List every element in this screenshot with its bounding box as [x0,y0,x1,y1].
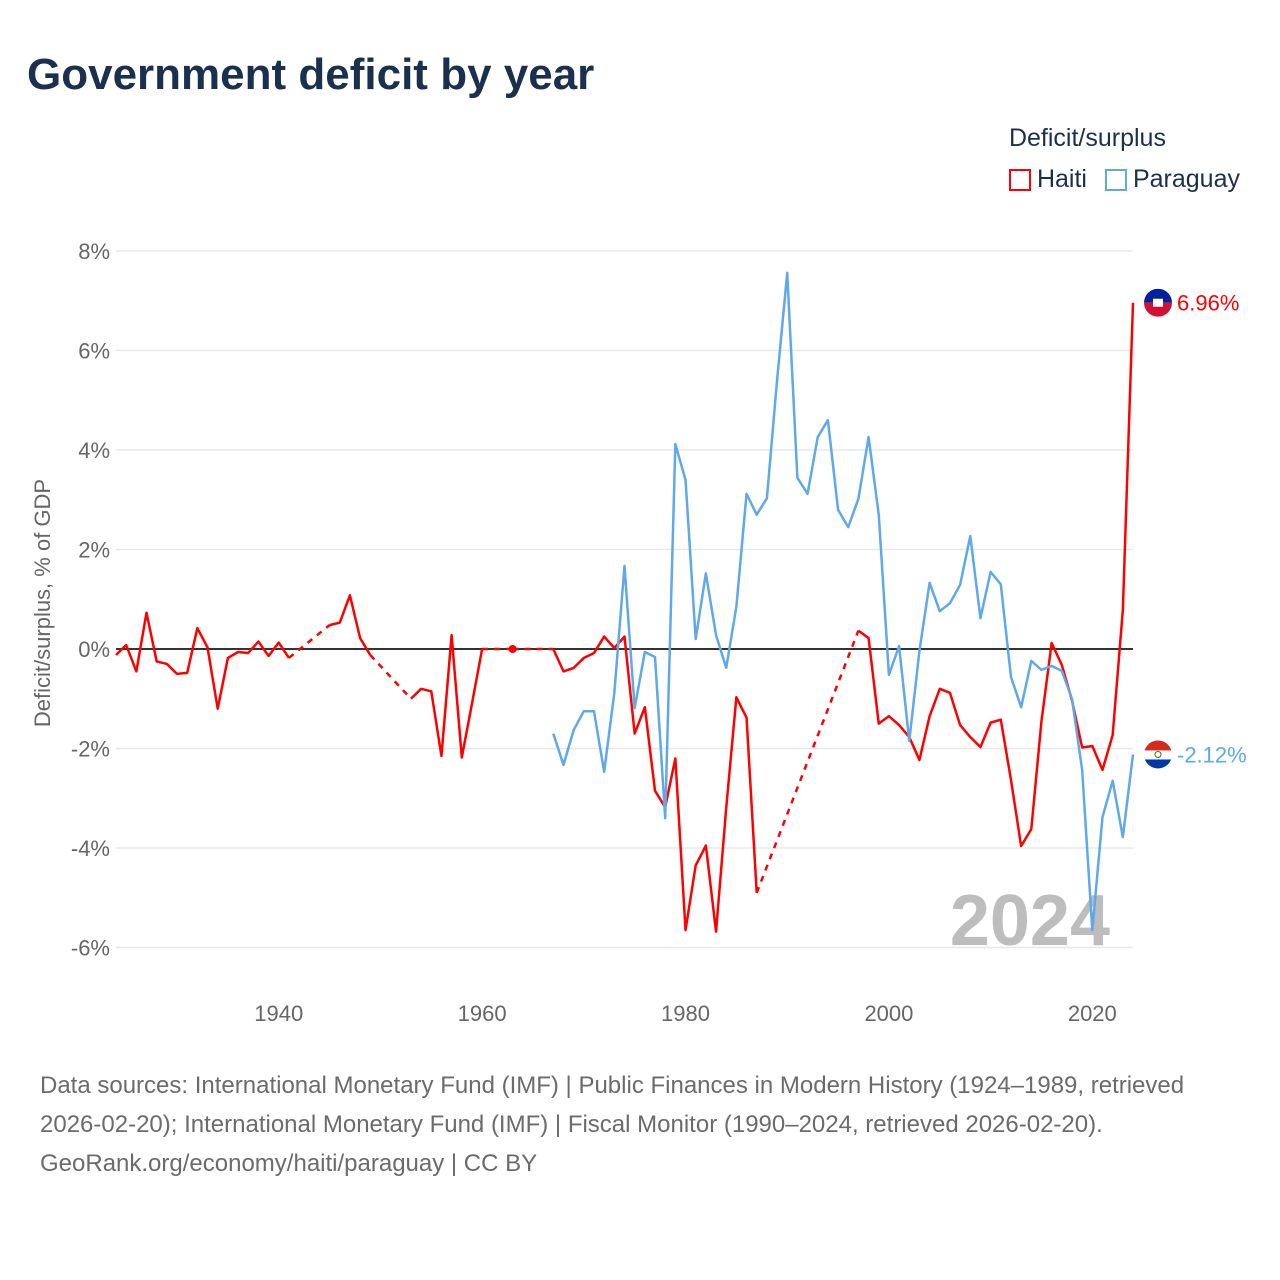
y-tick-label: -6% [71,936,110,961]
y-tick-label: 6% [78,339,110,364]
legend-label-haiti: Haiti [1036,165,1087,193]
series-gap-line [369,654,412,700]
x-tick-label: 1940 [254,1001,303,1026]
legend: Deficit/surplus Haiti Paraguay [1008,124,1240,194]
y-tick-label: -4% [71,836,110,861]
series-line [115,611,290,710]
legend-item-paraguay[interactable]: Paraguay [1104,165,1240,194]
series-line [552,271,1135,932]
chart-title: Government deficit by year [27,50,595,99]
y-tick-label: 0% [78,637,110,662]
flag-stripe [1144,288,1172,303]
series-line [552,635,758,933]
series-line [410,633,484,759]
credit-link[interactable]: GeoRank.org/economy/haiti/paraguay | CC … [40,1150,538,1177]
series-line [329,594,372,656]
legend-swatch-haiti [1008,168,1031,191]
legend-item-haiti[interactable]: Haiti [1008,165,1087,194]
series-line [857,302,1135,848]
series-paraguay [552,271,1135,932]
series-gap-line [755,630,860,894]
flag-stripe [1144,302,1172,317]
flag-stripe [1144,750,1172,760]
flag-emblem [1154,750,1162,758]
y-tick-label: 4% [78,438,110,463]
x-tick-label: 2000 [864,1001,913,1026]
end-value-label-paraguay: -2.12% [1177,742,1247,767]
current-year-watermark: 2024 [950,881,1110,961]
flag-stripe [1144,759,1172,769]
footer: Data sources: International Monetary Fun… [40,1066,1240,1183]
legend-title: Deficit/surplus [1008,124,1166,152]
data-sources: Data sources: International Monetary Fun… [40,1072,1185,1138]
y-tick-label: -2% [71,737,110,762]
y-tick-label: 2% [78,538,110,563]
line-chart: -6%-4%-2%0%2%4%6%8%1940 1960 1980 2000 2020 … [30,239,1247,1026]
haiti-flag-icon [1144,288,1172,317]
flag-stripe [1144,740,1172,751]
end-value-label-haiti: 6.96% [1177,291,1239,316]
legend-label-paraguay: Paraguay [1132,165,1240,193]
y-axis-label: Deficit/surplus, % of GDP [30,479,55,727]
series-gap-line [288,624,331,659]
legend-swatch-paraguay [1104,168,1127,191]
x-tick-label: 1960 [458,1001,507,1026]
y-tick-label: 8% [78,239,110,264]
paraguay-flag-icon [1144,740,1172,769]
flag-emblem [1153,298,1163,307]
x-tick-label: 1980 [661,1001,710,1026]
series-haiti [115,302,1135,933]
x-tick-label: 2020 [1068,1001,1117,1026]
